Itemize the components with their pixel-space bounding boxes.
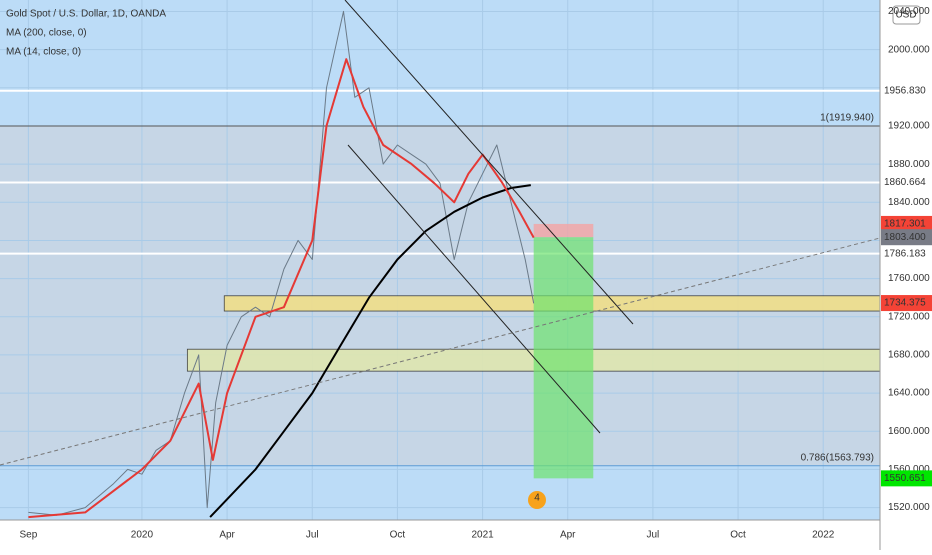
y-tick-label: 1560.000 (888, 464, 930, 475)
price-tag-label: 1734.375 (884, 298, 926, 309)
x-tick-label: 2021 (471, 530, 494, 541)
price-tag-label: 1786.183 (884, 248, 926, 259)
price-tag (881, 215, 932, 232)
price-tag (881, 229, 932, 246)
y-tick-label: 1760.000 (888, 273, 930, 284)
price-tag (881, 245, 932, 262)
currency[interactable]: USD (895, 10, 916, 21)
x-tick-label: Jul (647, 530, 660, 541)
x-tick-label: Apr (560, 530, 576, 541)
series-line (28, 10, 535, 516)
x-tick-label: 2020 (131, 530, 154, 541)
price-tag (881, 295, 932, 312)
series-line (28, 58, 535, 519)
y-tick-label: 1520.000 (888, 502, 930, 513)
price-tag-label: 1550.651 (884, 473, 926, 484)
price-tag-label: 1956.830 (884, 85, 926, 96)
series-line (209, 184, 531, 518)
legend-entry: MA (200, close, 0) (6, 28, 87, 39)
price-tag (881, 82, 932, 99)
currency-button[interactable] (892, 5, 921, 25)
x-tick-label: Sep (19, 530, 37, 541)
y-tick-label: 1720.000 (888, 311, 930, 322)
level-label: 0.786(1563.793) (801, 452, 874, 463)
price-tag-label: 1860.664 (884, 177, 926, 188)
y-tick-label: 1680.000 (888, 350, 930, 361)
channel-line (344, 0, 634, 325)
x-tick-label: Oct (390, 530, 406, 541)
level-label: 1(1919.940) (820, 113, 874, 124)
legend-entry: MA (14, close, 0) (6, 47, 81, 58)
y-tick-label: 2040.000 (888, 6, 930, 17)
stop-zone (533, 223, 594, 238)
channel-line (347, 144, 601, 434)
price-tag (881, 174, 932, 191)
trend-line (0, 237, 881, 466)
x-tick-label: Oct (730, 530, 746, 541)
y-tick-label: 1880.000 (888, 159, 930, 170)
y-tick-label: 1840.000 (888, 197, 930, 208)
y-tick-label: 1920.000 (888, 121, 930, 132)
x-tick-label: Apr (219, 530, 235, 541)
price-tag-label: 1817.301 (884, 219, 926, 230)
y-tick-label: 1640.000 (888, 388, 930, 399)
chart-title: Gold Spot / U.S. Dollar, 1D, OANDA (6, 9, 166, 20)
price-tag-label: 1803.400 (884, 232, 926, 243)
x-tick-label: 2022 (812, 530, 835, 541)
target-zone (533, 237, 594, 479)
event-badge[interactable] (528, 491, 546, 509)
y-tick-label: 1600.000 (888, 426, 930, 437)
y-tick-label: 2000.000 (888, 44, 930, 55)
price-tag (881, 470, 932, 487)
x-tick-label: Jul (306, 530, 319, 541)
event-badge-count: 4 (534, 493, 540, 504)
